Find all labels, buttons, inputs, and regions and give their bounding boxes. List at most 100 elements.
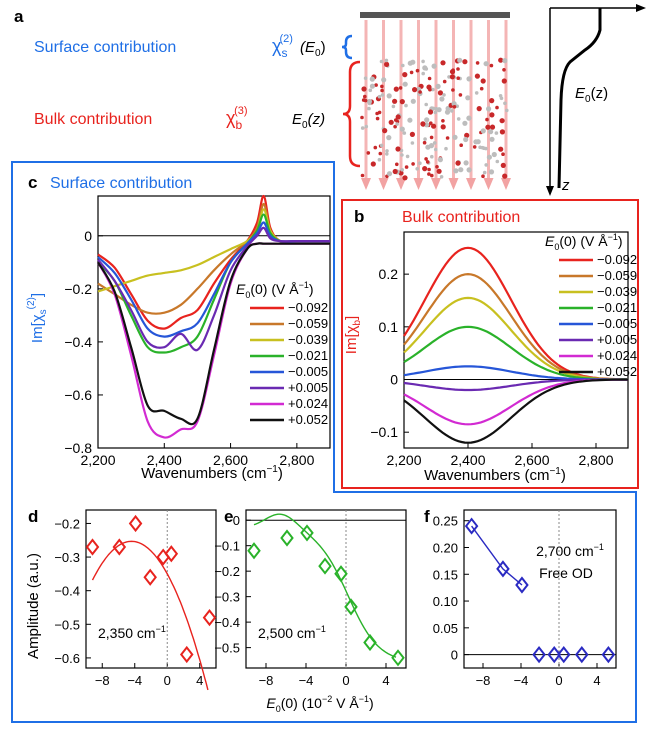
panel-d-ytick-label: −0.5 — [54, 617, 80, 632]
panel-e-xlabel: E0(0) (10−2 V Å−1) — [266, 694, 373, 714]
bulk-contribution-text: Bulk contribution — [34, 111, 152, 128]
water-atom — [399, 148, 404, 153]
panel-f-xtick-label: −4 — [514, 673, 529, 688]
water-atom — [484, 163, 489, 167]
water-atom — [499, 118, 505, 124]
panel-d-data-point — [128, 514, 143, 533]
panel-d-ytick-label: −0.4 — [54, 584, 80, 599]
panel-c-legend-label: +0.005 — [288, 380, 328, 395]
panel-f-xtick-label: 0 — [555, 673, 562, 688]
panel-f-annotation-line1: 2,700 cm−1 — [536, 542, 604, 559]
water-atom — [501, 78, 507, 84]
water-atom — [482, 170, 487, 175]
water-atom — [459, 143, 464, 147]
panel-c-series-line — [97, 242, 330, 426]
water-atom — [430, 154, 434, 159]
water-atom — [451, 101, 457, 107]
panel-f-data-point — [515, 576, 529, 594]
panel-b-legend: E0(0) (V Å−1)−0.092−0.059−0.039−0.021−0.… — [545, 232, 637, 379]
panel-c-title: Surface contribution — [50, 175, 192, 192]
water-atom — [412, 87, 418, 93]
panel-c-xtick-label: 2,400 — [147, 452, 182, 468]
water-atom — [363, 76, 368, 80]
water-atom — [455, 104, 460, 108]
water-atom — [432, 141, 437, 145]
field-arrow-head — [378, 178, 389, 190]
panel-f-fit-line — [471, 525, 523, 586]
panel-c-xtick-label: 2,200 — [80, 452, 115, 468]
panel-b-legend-label: −0.039 — [597, 284, 637, 299]
panel-e-ytick-label: −0.4 — [214, 615, 240, 630]
water-atom — [488, 169, 495, 175]
water-atom — [421, 71, 426, 76]
panel-e-annotation: 2,500 cm−1 — [258, 624, 326, 641]
panel-e-ytick-label: −0.5 — [214, 641, 240, 656]
water-atom — [402, 72, 408, 78]
water-atom — [500, 162, 506, 168]
panel-c-legend-label: +0.024 — [288, 396, 328, 411]
panel-f-label: f — [424, 507, 430, 526]
water-atom — [426, 84, 432, 90]
water-atom — [402, 81, 408, 87]
water-atom — [425, 160, 430, 164]
water-atom — [386, 135, 392, 141]
water-atom — [411, 162, 415, 166]
water-atom — [410, 98, 416, 104]
water-atom — [400, 168, 405, 172]
water-atom — [424, 102, 429, 107]
water-atom — [441, 119, 445, 123]
panel-c-legend-label: +0.052 — [288, 412, 328, 427]
panel-d-data-point — [143, 568, 157, 586]
panel-e-xtick-label: 4 — [382, 673, 389, 688]
water-atom — [391, 104, 396, 109]
water-atom — [474, 91, 479, 95]
water-atom — [465, 95, 471, 101]
panel-e-data-point — [247, 542, 261, 560]
panel-b-legend-title: E0(0) (V Å−1) — [545, 232, 623, 252]
surface-frame — [11, 161, 637, 723]
water-atom — [437, 90, 443, 96]
bulk-frame — [341, 199, 639, 489]
panel-c-series-line — [97, 208, 330, 293]
water-atom — [427, 167, 431, 172]
panel-d-ytick-label: −0.2 — [54, 516, 80, 531]
panel-b-ytick-label: 0.2 — [379, 266, 399, 282]
water-atom — [488, 129, 494, 135]
water-atom — [364, 124, 369, 129]
water-atom — [436, 168, 442, 174]
panel-c-ytick-label: −0.4 — [64, 334, 92, 350]
panel-d-annotation: 2,350 cm−1 — [98, 624, 166, 641]
water-atom — [392, 168, 398, 175]
water-atom — [422, 65, 428, 71]
water-atom — [435, 165, 439, 169]
water-atom — [430, 173, 434, 178]
water-atom — [464, 132, 470, 138]
panel-b-legend-label: +0.005 — [597, 332, 637, 347]
water-atom — [495, 159, 500, 164]
panel-f-ytick-label: 0.10 — [433, 594, 458, 609]
water-atom — [498, 94, 503, 98]
panel-e-xtick-label: −4 — [299, 673, 314, 688]
water-atom — [429, 135, 434, 140]
water-atom — [444, 109, 451, 115]
water-atom — [427, 109, 434, 115]
water-atom — [486, 106, 492, 112]
panel-c-ytick-label: −0.6 — [64, 387, 92, 403]
panel-f-ytick-label: 0.15 — [433, 567, 458, 582]
water-atom — [420, 121, 426, 127]
water-atom — [474, 73, 480, 79]
water-atom — [363, 94, 367, 99]
water-atom — [395, 114, 401, 120]
field-arrow-head — [413, 178, 424, 190]
panel-c-legend-title: E0(0) (V Å−1) — [236, 280, 314, 300]
bulk-brace — [342, 60, 361, 168]
water-atom — [367, 106, 371, 111]
panel-c-chart: Wavenumbers (cm−1) Im[χs(2)] 2,200 2,400 2… — [26, 194, 331, 482]
panel-c-legend-label: −0.021 — [288, 348, 328, 363]
panel-b-plot-frame — [403, 231, 629, 449]
water-atom — [360, 126, 365, 130]
water-atom — [466, 167, 472, 173]
panel-d-chart: Amplitude (a.u.) 2,350 cm−1 −8 −4 0 4 −0.2 −0… — [25, 509, 217, 691]
water-atom — [427, 76, 432, 81]
water-atom — [401, 63, 405, 68]
